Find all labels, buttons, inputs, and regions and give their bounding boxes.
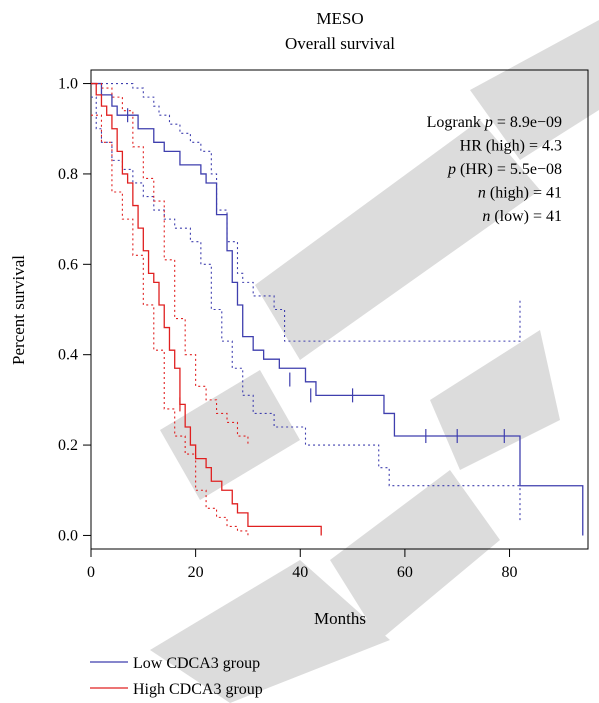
y-tick-label: 0.6 <box>58 256 78 273</box>
x-tick-label: 20 <box>188 564 204 581</box>
legend: Low CDCA3 group High CDCA3 group <box>90 655 263 698</box>
x-tick-label: 80 <box>502 564 518 581</box>
stat-prefix: HR (high) = 4.3 <box>460 138 562 155</box>
y-axis: 0.0 0.2 0.4 0.6 0.8 1.0 <box>58 76 91 544</box>
series-layer <box>91 82 584 536</box>
stat-italic: n <box>478 185 486 202</box>
stat-suffix: = 8.9e−09 <box>493 114 562 131</box>
plot-frame <box>90 69 589 550</box>
y-tick-label: 0.2 <box>58 437 78 454</box>
x-tick-label: 40 <box>292 564 308 581</box>
stat-italic: n <box>482 208 490 225</box>
high-series-upper-ci <box>91 83 249 446</box>
y-tick-label: 0.8 <box>58 166 78 183</box>
watermark-letter-a <box>470 20 599 160</box>
stat-prefix: Logrank <box>427 114 485 131</box>
stat-italic: p <box>447 161 456 178</box>
watermark-letter-e <box>330 470 500 640</box>
stat-italic: p <box>484 114 493 131</box>
x-tick-label: 60 <box>397 564 413 581</box>
y-tick-label: 0.4 <box>58 347 78 364</box>
x-axis: 0 20 40 60 80 <box>87 549 518 581</box>
stat-suffix: (low) = 41 <box>490 208 562 225</box>
stat-line: HR (high) = 4.3 <box>460 138 562 155</box>
retracted-watermark <box>150 20 599 703</box>
y-tick-label: 1.0 <box>58 76 78 93</box>
chart-subtitle: Overall survival <box>285 34 395 53</box>
stat-line: n (high) = 41 <box>478 185 562 202</box>
x-tick-label: 0 <box>87 564 95 581</box>
y-axis-label: Percent survival <box>9 255 28 365</box>
low-series-line <box>91 82 584 536</box>
legend-label-high: High CDCA3 group <box>133 681 263 698</box>
stat-suffix: (high) = 41 <box>486 185 562 202</box>
x-axis-label: Months <box>314 609 366 628</box>
watermark-letter-r2 <box>430 330 560 470</box>
watermark-letter-r <box>150 560 390 703</box>
stat-line: p (HR) = 5.5e−08 <box>447 161 562 178</box>
stat-line: n (low) = 41 <box>482 208 562 225</box>
legend-label-low: Low CDCA3 group <box>133 655 260 672</box>
stat-suffix: (HR) = 5.5e−08 <box>456 161 562 178</box>
watermark-letter-c <box>160 370 300 500</box>
chart-title: MESO <box>316 9 363 28</box>
stat-line: Logrank p = 8.9e−09 <box>427 114 562 131</box>
y-tick-label: 0.0 <box>58 527 78 544</box>
watermark-letter-t <box>255 120 540 360</box>
high-series-line <box>91 82 322 536</box>
